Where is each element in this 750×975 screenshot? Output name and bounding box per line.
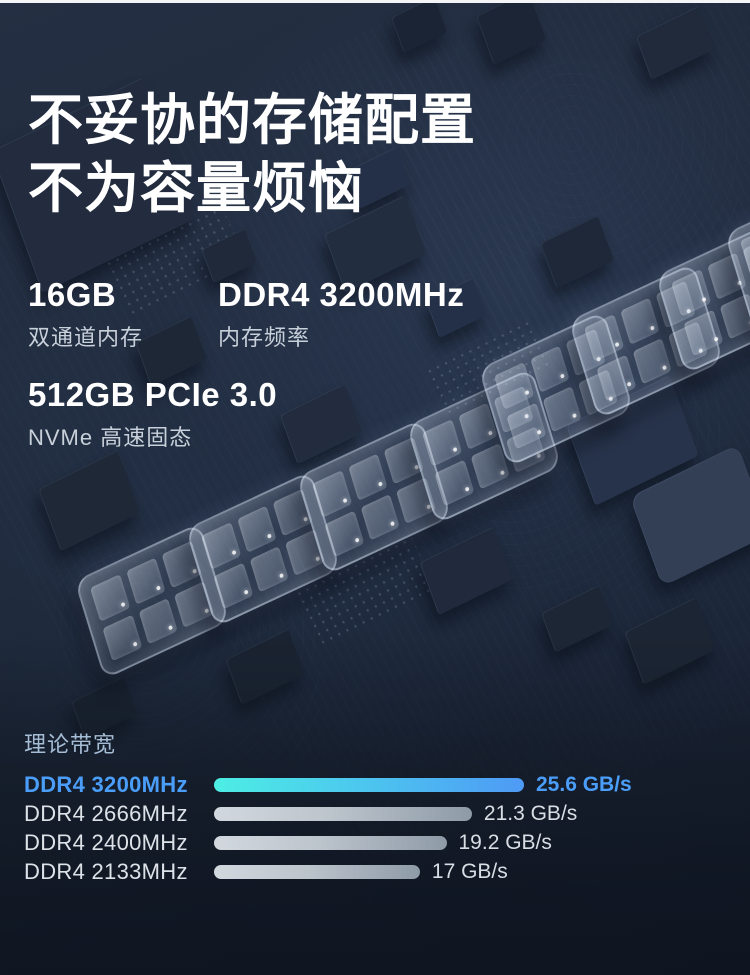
spec-memory-capacity-value: 16GB — [28, 276, 117, 313]
bandwidth-chart: 理论带宽 DDR4 3200MHz 25.6 GB/s DDR4 2666MHz 21… — [24, 727, 724, 886]
spec-storage: 512GB PCIe 3.0 NVMe 高速固态 — [28, 377, 277, 452]
bar-category-label: DDR4 3200MHz — [24, 771, 188, 797]
bar — [214, 806, 472, 821]
bar-value-label: 17 GB/s — [431, 859, 508, 883]
bar-row: DDR4 2666MHz 21.3 GB/s — [24, 799, 724, 828]
bar-row: DDR4 2133MHz 17 GB/s — [24, 857, 724, 886]
spec-memory-capacity-label: 双通道内存 — [28, 325, 144, 350]
spec-memory-frequency: DDR4 3200MHz 内存频率 — [218, 277, 464, 352]
bar — [214, 864, 420, 879]
bar-row: DDR4 3200MHz 25.6 GB/s — [24, 770, 724, 799]
spec-memory-capacity: 16GB 双通道内存 — [28, 277, 218, 352]
circuit-squiggle-traces — [500, 60, 740, 260]
bar-category-label: DDR4 2133MHz — [24, 858, 188, 884]
spec-row: 16GB 双通道内存 DDR4 3200MHz 内存频率 — [28, 277, 464, 352]
bar — [214, 777, 524, 792]
bar-category-label: DDR4 2400MHz — [24, 829, 188, 855]
chart-rows: DDR4 3200MHz 25.6 GB/s DDR4 2666MHz 21.3 GB… — [24, 770, 724, 886]
bar-row: DDR4 2400MHz 19.2 GB/s — [24, 828, 724, 857]
spec-storage-value: 512GB PCIe 3.0 — [28, 376, 278, 413]
page-title: 不妥协的存储配置 不为容量烦恼 — [28, 86, 476, 222]
page-title-line2: 不为容量烦恼 — [28, 157, 365, 219]
bar-value-label: 19.2 GB/s — [458, 830, 552, 854]
page-title-line1: 不妥协的存储配置 — [28, 89, 477, 151]
bar-value-label: 21.3 GB/s — [483, 801, 578, 825]
bar — [214, 835, 447, 850]
spec-memory-frequency-label: 内存频率 — [218, 325, 311, 350]
bar-category-label: DDR4 2666MHz — [24, 800, 188, 826]
bar-value-label: 25.6 GB/s — [536, 772, 632, 796]
top-strip — [0, 0, 750, 3]
spec-memory-frequency-value: DDR4 3200MHz — [218, 276, 465, 313]
spec-storage-label: NVMe 高速固态 — [28, 425, 193, 450]
chart-title: 理论带宽 — [24, 732, 117, 757]
bottom-gradient-fade — [0, 635, 750, 975]
